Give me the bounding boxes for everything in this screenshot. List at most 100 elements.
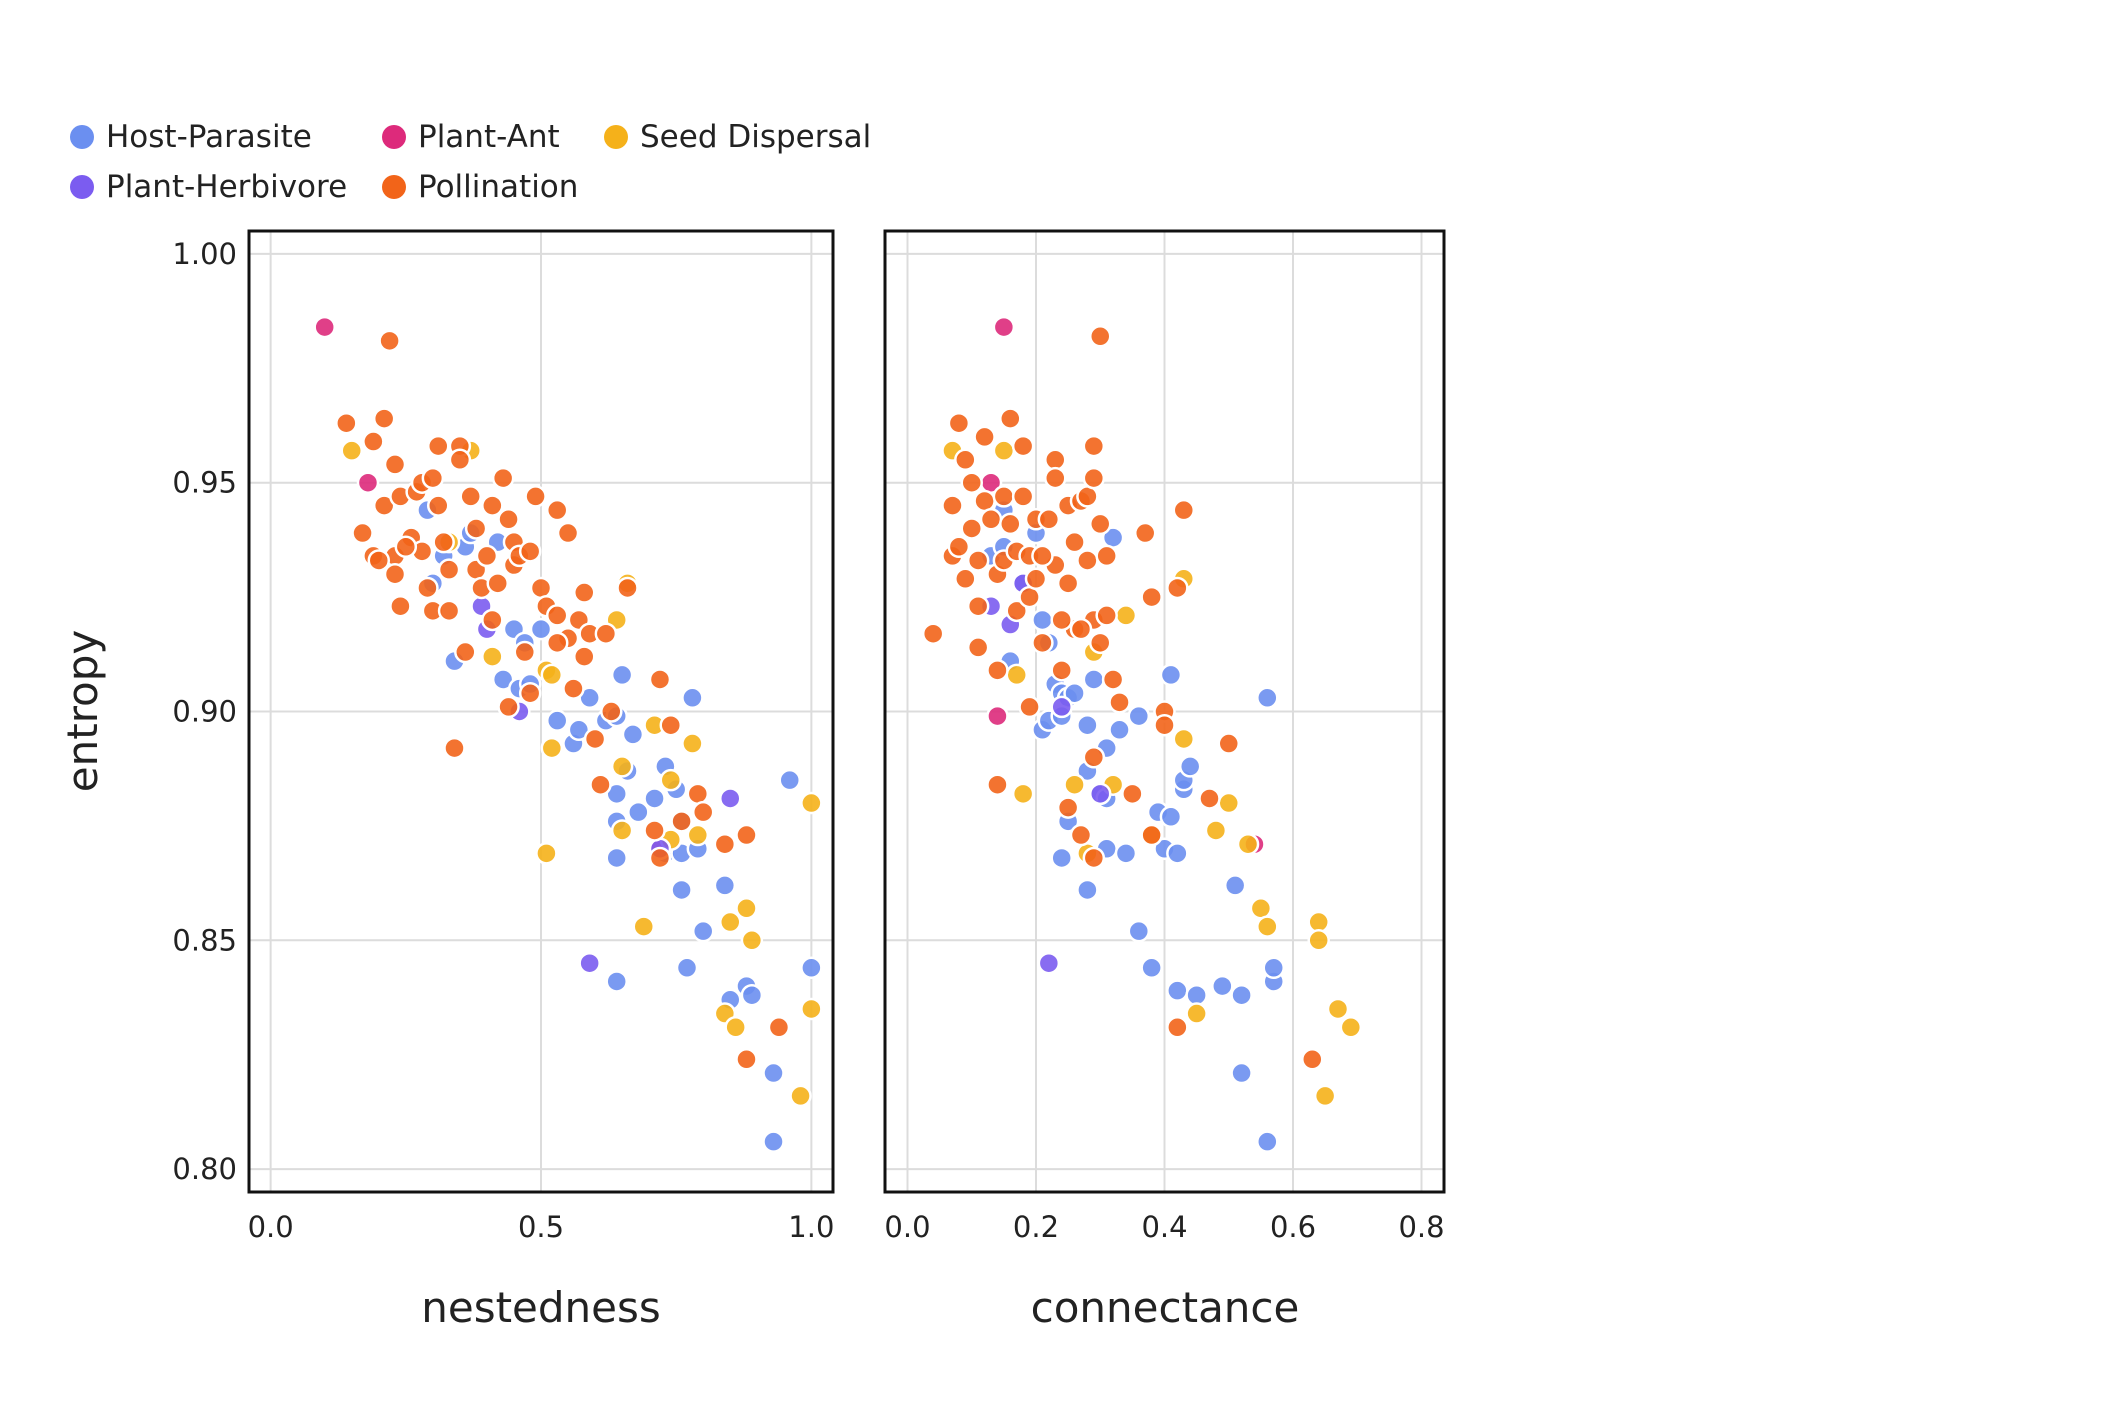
point-pollination [372,407,396,430]
point-pollination [1050,659,1073,682]
point-plant-herbivore [719,787,742,810]
point-pollination [954,567,977,591]
point-seed-dispersal [992,439,1016,462]
point-host-parasite [1076,713,1099,737]
left-tick-labels: 0.0 0.5 1.0 0.80 0.85 0.90 0.95 1.00 [172,237,834,1244]
point-seed-dispersal [1114,604,1138,627]
point-pollination [427,494,450,517]
point-pollination [1018,585,1041,609]
point-pollination [394,535,418,559]
left-x-axis-label: nestedness [421,1283,661,1332]
x-tick-label: 0.5 [518,1210,564,1244]
point-pollination [1217,732,1241,755]
legend-label-seed-dispersal: Seed Dispersal [640,119,872,155]
point-seed-dispersal [789,1084,812,1108]
point-host-parasite [1166,979,1189,1002]
point-pollination [1037,508,1061,531]
y-tick-label: 0.90 [172,695,237,729]
point-host-parasite [610,663,634,687]
point-pollination [1088,631,1112,655]
point-pollination [443,736,466,760]
point-seed-dispersal [1063,773,1086,796]
point-host-parasite [1159,663,1183,687]
point-pollination [1011,434,1035,458]
point-pollination [973,425,996,449]
point-seed-dispersal [1307,910,1330,934]
y-tick-label: 0.85 [172,923,237,957]
point-pollination [594,622,618,645]
point-pollination [1153,713,1176,737]
point-host-parasite [1262,956,1285,980]
point-host-parasite [1031,608,1054,632]
legend-row: Plant-Herbivore Pollination [70,162,891,212]
legend-swatch-pollination [382,175,406,199]
point-host-parasite [627,800,650,824]
point-pollination [686,782,710,806]
x-tick-label: 0.4 [1141,1210,1187,1244]
point-host-parasite [1050,846,1073,870]
point-pollination [659,713,683,737]
point-pollination [1095,604,1118,627]
point-pollination [947,411,971,435]
point-pollination [486,572,509,595]
point-host-parasite [1223,874,1247,897]
point-plant-ant [313,315,336,339]
point-host-parasite [762,1130,785,1153]
point-seed-dispersal [1339,1016,1363,1039]
point-host-parasite [605,970,628,993]
point-pollination [1140,823,1163,847]
point-pollination [1166,1016,1189,1039]
point-host-parasite [670,878,693,902]
point-pollination [1172,498,1196,522]
point-pollination [378,329,401,353]
legend-swatch-plant-ant [382,125,406,149]
point-seed-dispersal [632,915,655,938]
point-host-parasite [1185,983,1208,1007]
point-plant-herbivore [578,951,601,975]
legend-item-plant-herbivore: Plant-Herbivore [70,169,362,205]
point-pollination [1121,782,1144,806]
point-seed-dispersal [540,663,564,687]
right-plot-frame [883,229,1446,1194]
point-seed-dispersal [1249,897,1273,920]
point-seed-dispersal [610,755,634,778]
point-pollination [1076,549,1099,572]
right-points [921,315,1363,1153]
point-pollination [545,631,569,655]
legend-item-pollination: Pollination [382,169,578,205]
point-pollination [1082,434,1106,458]
point-host-parasite [681,686,704,710]
point-host-parasite [713,874,737,897]
point-pollination [1011,485,1035,508]
point-pollination [524,485,547,508]
point-pollination [1082,846,1106,870]
point-host-parasite [1256,1130,1279,1153]
point-host-parasite [1108,718,1131,742]
point-host-parasite [740,983,764,1007]
point-pollination [529,576,553,600]
left-panel: 0.0 0.5 1.0 0.80 0.85 0.90 0.95 1.00 nestedness… [58,229,835,1332]
point-pollination [1063,530,1086,554]
point-host-parasite [643,787,666,810]
point-seed-dispersal [1185,1002,1208,1025]
point-host-parasite [1063,681,1086,705]
x-tick-label: 0.0 [884,1210,930,1244]
point-pollination [999,407,1022,430]
point-host-parasite [1114,842,1138,865]
point-pollination [421,466,445,490]
x-tick-label: 0.2 [1013,1210,1059,1244]
x-tick-label: 0.8 [1398,1210,1444,1244]
point-host-parasite [762,1061,785,1085]
point-pollination [454,640,477,664]
point-pollination [973,489,996,513]
point-pollination [670,810,693,833]
point-pollination [992,485,1016,508]
point-pollination [383,562,407,586]
point-pollination [1069,617,1093,641]
legend-item-seed-dispersal: Seed Dispersal [604,119,871,155]
point-pollination [713,832,737,856]
point-host-parasite [691,919,715,943]
legend-swatch-plant-herbivore [70,175,94,199]
point-pollination [1133,521,1157,545]
point-pollination [562,677,585,700]
